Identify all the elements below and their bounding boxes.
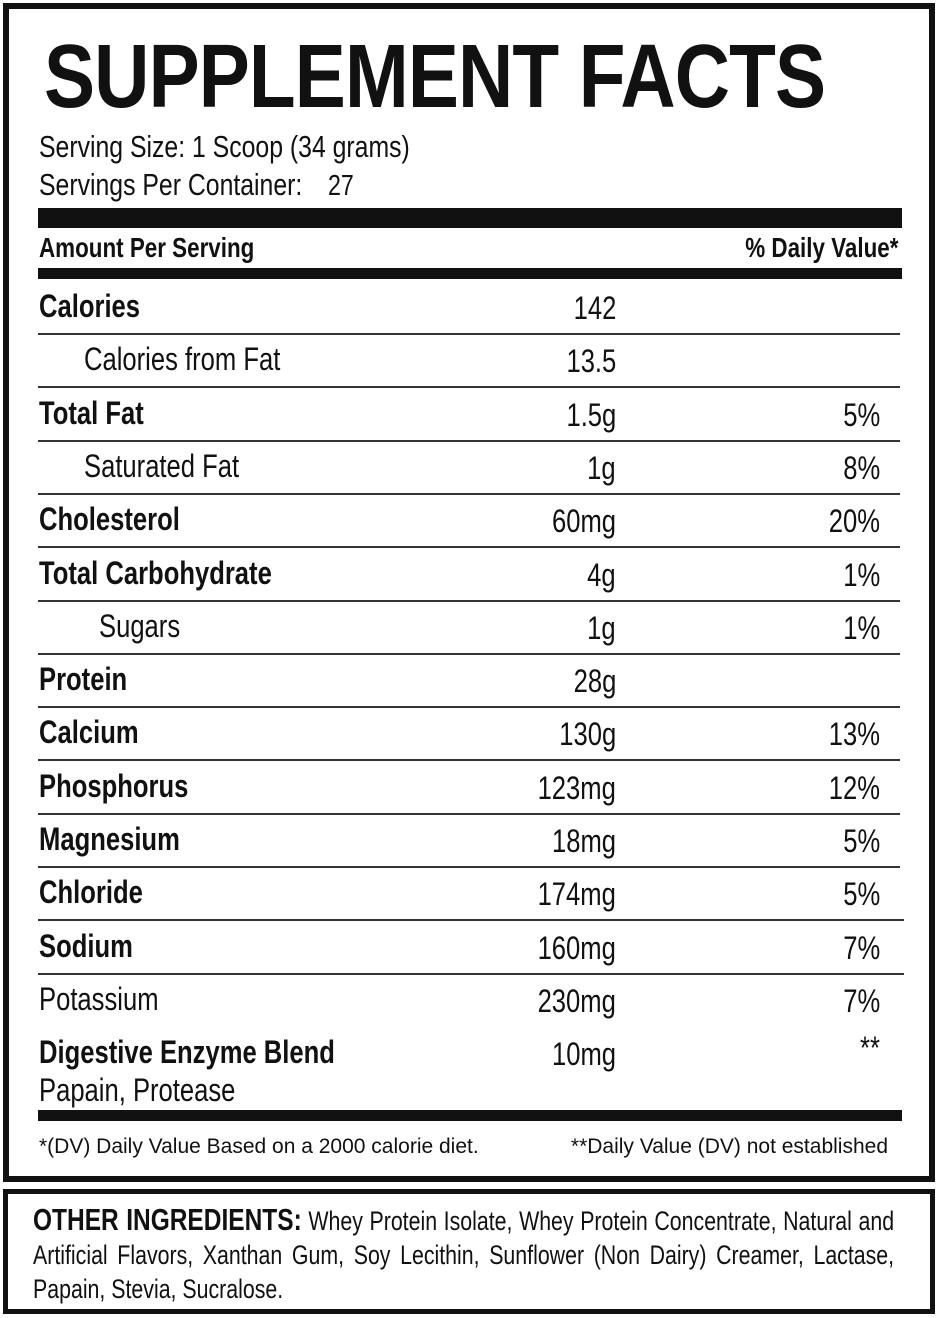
row-rule: [38, 866, 900, 868]
row-detail: Papain, Protease: [39, 1072, 236, 1109]
row-label: Total Carbohydrate: [39, 554, 272, 591]
row-label: Magnesium: [39, 821, 180, 857]
row-label: Calories: [39, 288, 141, 324]
row-dv: 13%: [828, 716, 880, 753]
row-dv: 7%: [843, 929, 880, 966]
row-dv: **: [860, 1030, 880, 1067]
row-amount: 28g: [573, 663, 616, 700]
ingredients: OTHER INGREDIENTS: Whey Protein Isolate,…: [33, 1203, 894, 1306]
row-dv: 20%: [828, 503, 880, 540]
row-label: Digestive Enzyme Blend: [39, 1034, 335, 1071]
title: SUPPLEMENT FACTS: [44, 27, 826, 127]
row-label: Potassium: [39, 980, 159, 1017]
row-dv: 12%: [828, 769, 880, 806]
row-rule: [38, 972, 904, 975]
row-dv: 8%: [843, 449, 880, 486]
row-dv: 5%: [843, 823, 880, 859]
row-rule: [38, 492, 900, 495]
row-amount: 1.5g: [566, 396, 616, 433]
footnote: *(DV) Daily Value Based on a 2000 calori…: [39, 1135, 479, 1158]
row-rule: [38, 439, 900, 442]
row-amount: 1g: [587, 609, 616, 646]
row-amount: 160mg: [537, 929, 616, 966]
row-dv: 7%: [843, 982, 880, 1019]
ingredients-label: OTHER INGREDIENTS:: [33, 1202, 302, 1237]
footnote: **Daily Value (DV) not established: [570, 1135, 888, 1158]
row-rule: [38, 546, 900, 549]
dv-header: % Daily Value*: [744, 232, 898, 263]
row-label: Protein: [39, 661, 128, 698]
row-dv: 1%: [843, 609, 880, 646]
row-label: Cholesterol: [39, 501, 180, 538]
row-amount: 10mg: [551, 1036, 616, 1073]
row-rule: [38, 599, 900, 602]
thick-rule: [38, 208, 902, 228]
row-dv: 1%: [843, 556, 880, 593]
row-rule: [38, 919, 904, 922]
row-label: Sodium: [39, 927, 133, 964]
row-label: Chloride: [39, 874, 143, 911]
row-dv: 5%: [843, 876, 880, 913]
row-label: Total Fat: [39, 394, 144, 431]
ingredients-text: Whey Protein Isolate, Whey Protein Conce…: [33, 1206, 895, 1304]
row-amount: 1g: [587, 449, 616, 486]
facts-panel: [3, 3, 935, 1182]
row-amount: 174mg: [537, 876, 616, 913]
row-amount: 230mg: [537, 982, 616, 1019]
row-amount: 4g: [587, 556, 616, 593]
row-label: Saturated Fat: [84, 447, 240, 484]
serving-size: Serving Size: 1 Scoop (34 grams): [39, 129, 410, 164]
row-amount: 130g: [559, 716, 616, 753]
row-amount: 60mg: [551, 503, 616, 540]
row-rule: [38, 706, 900, 709]
row-rule: [38, 812, 900, 815]
row-amount: 142: [573, 290, 616, 326]
ingredients-panel: [3, 1189, 935, 1314]
thick-rule: [38, 1110, 902, 1121]
row-rule: [38, 759, 900, 762]
row-label: Phosphorus: [39, 767, 189, 804]
servings-value: 27: [328, 170, 354, 202]
row-rule: [38, 333, 900, 335]
row-label: Calories from Fat: [84, 341, 281, 378]
servings-label: Servings Per Container:: [39, 167, 303, 202]
row-label: Calcium: [39, 714, 139, 751]
row-rule: [38, 652, 900, 655]
row-amount: 123mg: [537, 769, 616, 806]
row-label: Sugars: [99, 607, 181, 644]
row-amount: 18mg: [551, 823, 616, 859]
thick-rule: [38, 268, 902, 279]
row-rule: [38, 386, 900, 389]
row-amount: 13.5: [566, 343, 616, 380]
row-dv: 5%: [843, 396, 880, 433]
amount-header: Amount Per Serving: [39, 232, 255, 263]
